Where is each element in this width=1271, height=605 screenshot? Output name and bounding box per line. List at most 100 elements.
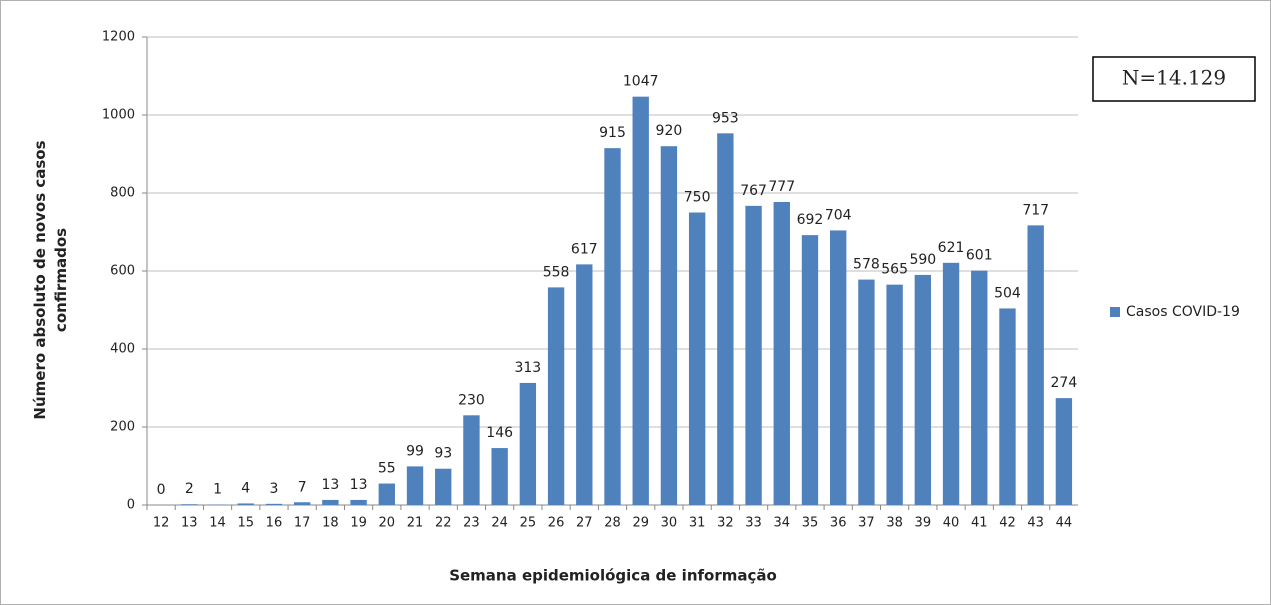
bar (406, 466, 424, 505)
legend-swatch (1110, 307, 1120, 317)
x-tick-label: 36 (830, 516, 847, 531)
data-label: 565 (881, 262, 908, 278)
data-label: 621 (938, 240, 965, 256)
x-tick-label: 18 (322, 516, 339, 531)
x-tick-label: 13 (181, 516, 198, 531)
bar (604, 148, 621, 505)
data-label: 704 (825, 207, 852, 223)
x-tick-label: 31 (689, 516, 706, 531)
data-label: 692 (797, 212, 824, 228)
bar (830, 230, 847, 505)
data-label: 7 (298, 479, 307, 495)
y-tick-label: 400 (110, 342, 135, 357)
data-label: 313 (514, 360, 541, 376)
y-tick-label: 1200 (102, 30, 135, 45)
bar (293, 502, 311, 505)
x-tick-label: 27 (576, 516, 593, 531)
data-label: 767 (740, 183, 767, 199)
x-tick-label: 38 (886, 516, 903, 531)
data-label: 13 (350, 477, 368, 493)
bar (463, 415, 480, 505)
y-tick-label: 200 (110, 420, 135, 435)
y-axis-title: Número absoluto de novos casos confirmad… (31, 140, 70, 420)
data-label: 93 (434, 446, 452, 462)
x-tick-label: 25 (520, 516, 537, 531)
x-tick-label: 35 (802, 516, 819, 531)
data-label: 750 (684, 190, 711, 206)
bar (942, 262, 960, 505)
bar (519, 382, 537, 505)
bar (999, 308, 1016, 505)
bar (801, 235, 819, 505)
data-label: 504 (994, 285, 1021, 301)
bar (745, 205, 762, 505)
bar (886, 284, 903, 505)
data-label: 146 (486, 425, 513, 441)
bar (1027, 225, 1044, 505)
x-tick-label: 22 (435, 516, 452, 531)
bar (688, 212, 706, 505)
x-tick-label: 40 (943, 516, 960, 531)
x-tick-label: 26 (548, 516, 565, 531)
bar (378, 483, 395, 505)
x-tick-label: 21 (407, 516, 424, 531)
y-tick-label: 0 (127, 498, 135, 513)
data-label: 4 (241, 480, 250, 496)
bar (491, 448, 508, 505)
data-label: 915 (599, 125, 626, 141)
x-tick-label: 33 (745, 516, 762, 531)
x-tick-label: 34 (773, 516, 790, 531)
x-tick-label: 28 (604, 516, 621, 531)
x-tick-label: 30 (661, 516, 678, 531)
x-tick-label: 42 (999, 516, 1016, 531)
data-label: 230 (458, 392, 485, 408)
data-label: 55 (378, 461, 396, 477)
y-tick-label: 600 (110, 264, 135, 279)
bar (1055, 398, 1073, 505)
data-label: 3 (269, 481, 278, 497)
bar (547, 287, 565, 505)
x-tick-label: 44 (1056, 516, 1073, 531)
x-tick-label: 41 (971, 516, 988, 531)
data-label: 13 (321, 477, 339, 493)
bar (773, 201, 790, 505)
y-axis-title-box: Número absoluto de novos casos confirmad… (31, 140, 70, 420)
x-tick-label: 20 (379, 516, 396, 531)
data-label: 2 (185, 481, 194, 497)
legend-label: Casos COVID-19 (1126, 304, 1240, 320)
bar (914, 274, 932, 505)
data-label: 578 (853, 257, 880, 273)
bar (435, 468, 452, 505)
x-tick-label: 23 (463, 516, 480, 531)
data-label: 617 (571, 241, 598, 257)
bar (632, 96, 649, 506)
data-label: 953 (712, 110, 739, 126)
data-label: 558 (543, 264, 570, 280)
data-label: 601 (966, 248, 993, 264)
bar (350, 499, 367, 505)
bar (265, 503, 283, 505)
y-tick-label: 800 (110, 186, 135, 201)
bar (971, 270, 988, 505)
data-label: 99 (406, 443, 424, 459)
data-label: 717 (1022, 202, 1049, 218)
y-tick-label: 1000 (102, 108, 135, 123)
x-tick-label: 14 (209, 516, 226, 531)
x-axis-title: Semana epidemiológica de informação (449, 567, 777, 585)
x-tick-label: 32 (717, 516, 734, 531)
bar (322, 499, 339, 505)
x-tick-label: 43 (1027, 516, 1044, 531)
data-label: 1047 (623, 74, 659, 90)
bar (717, 133, 734, 505)
x-tick-label: 29 (632, 516, 649, 531)
bar (858, 279, 875, 505)
data-label: 590 (909, 252, 936, 268)
data-label: 0 (157, 482, 166, 498)
x-tick-label: 16 (266, 516, 283, 531)
bar (660, 146, 678, 505)
x-tick-label: 15 (237, 516, 254, 531)
data-label: 777 (768, 179, 795, 195)
x-tick-label: 19 (350, 516, 367, 531)
